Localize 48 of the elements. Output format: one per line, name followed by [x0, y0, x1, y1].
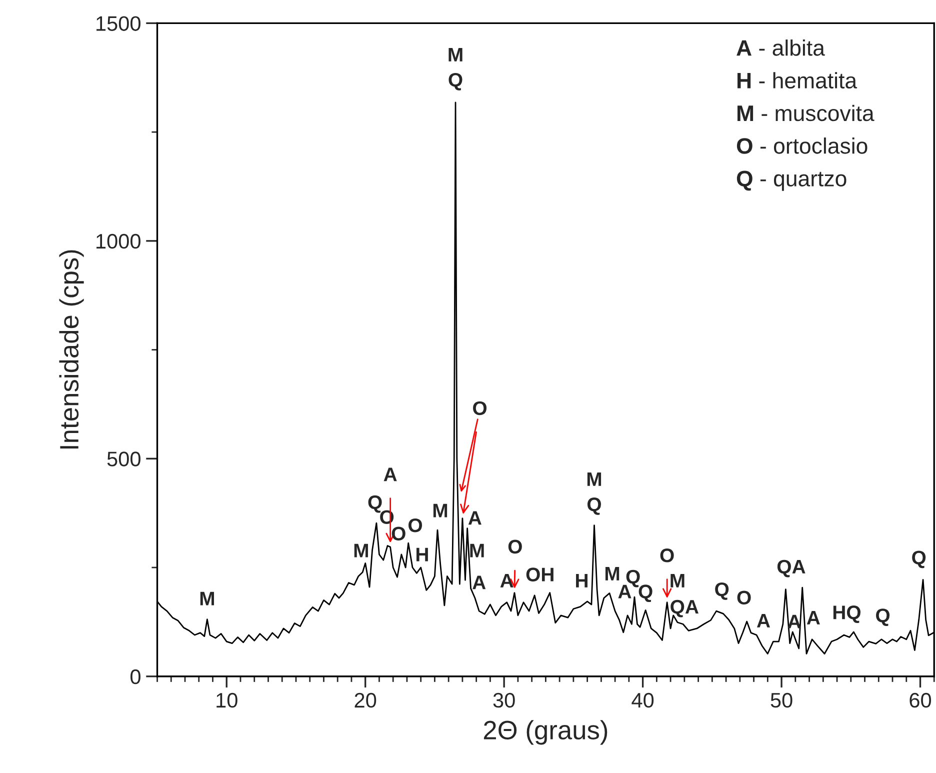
annotation: QA	[670, 600, 698, 618]
annotation: H - hematita	[738, 72, 858, 88]
annotation: Q	[876, 608, 890, 626]
y-tick-label: 0	[130, 669, 140, 684]
annotation: O	[473, 401, 487, 416]
annotation: O	[408, 518, 422, 532]
annotation: Q	[912, 550, 926, 568]
annotation: QA	[777, 560, 806, 578]
annotation: M	[200, 592, 214, 606]
x-tick-label: 40	[632, 692, 654, 708]
annotation: O	[737, 590, 751, 605]
annotation: Q - quartzo	[736, 170, 846, 191]
annotation: A	[500, 574, 514, 588]
y-tick-label: 500	[107, 452, 140, 466]
x-axis-title: 2Θ (graus)	[484, 720, 608, 745]
annotation: Q	[715, 582, 729, 600]
annotation: H	[416, 548, 428, 562]
annotation: M Q	[587, 472, 602, 515]
x-tick-label: 30	[493, 692, 515, 708]
annotation: M	[433, 504, 448, 518]
x-tick-label: 60	[910, 692, 932, 708]
y-tick-label: 1500	[96, 16, 140, 31]
annotation: O	[508, 540, 522, 554]
annotation: M Q	[448, 48, 462, 90]
x-tick-label: 20	[354, 692, 376, 708]
x-tick-label: 50	[770, 692, 792, 708]
annotation: HQ	[833, 606, 860, 623]
annotation: O - ortoclasio	[736, 137, 868, 154]
annotation: M	[354, 544, 368, 558]
annotation: M	[670, 574, 684, 588]
annotation: Q	[638, 584, 652, 602]
annotation: M - muscovita	[738, 104, 874, 122]
annotation: A	[756, 614, 770, 628]
annotation: M	[605, 567, 620, 580]
x-tick-label: 10	[216, 692, 238, 708]
annotation: M	[470, 544, 484, 558]
annotation: A	[384, 468, 397, 482]
annotation: OH	[526, 568, 554, 582]
annotation: A - albita	[736, 40, 825, 56]
annotation: A	[468, 511, 482, 525]
annotation: O	[392, 526, 406, 541]
y-tick-label: 1000	[96, 234, 140, 249]
y-axis-title: Intensidade (cps)	[59, 250, 84, 449]
annotation: H	[576, 574, 588, 588]
annotation: A	[806, 610, 820, 624]
annotation: A	[472, 576, 486, 590]
annotation: Q	[368, 495, 382, 513]
annotation: O	[660, 548, 674, 562]
